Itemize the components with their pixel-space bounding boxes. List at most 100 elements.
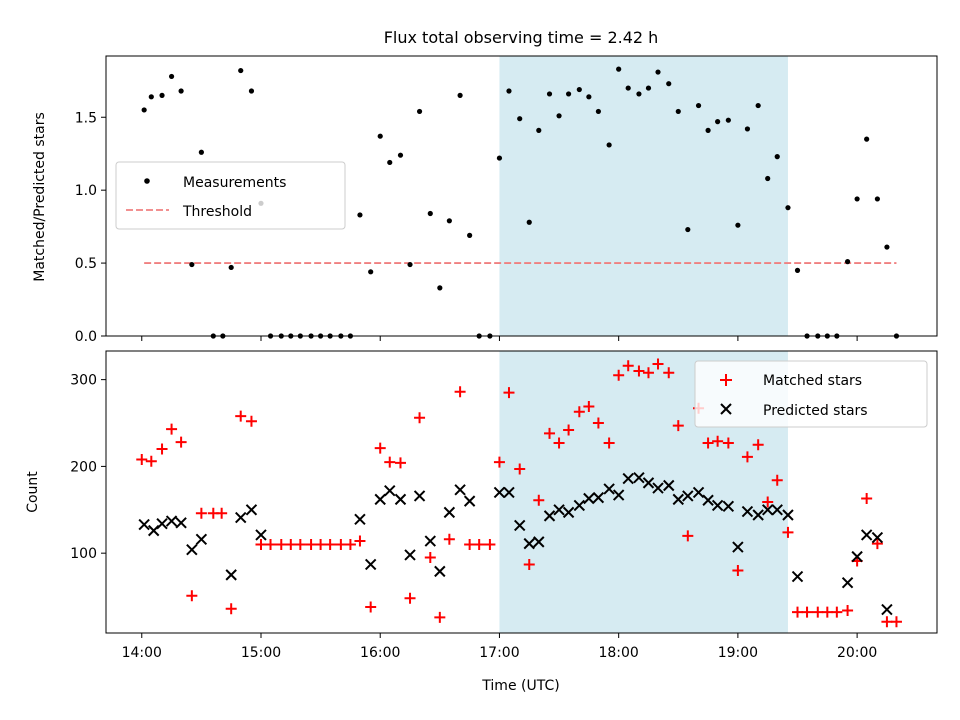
matched-point xyxy=(484,538,496,550)
matched-point xyxy=(265,538,277,550)
matched-point xyxy=(533,494,545,506)
predicted-point xyxy=(523,537,535,550)
matched-point xyxy=(821,606,833,618)
measurement-point xyxy=(794,267,801,273)
measurement-point xyxy=(636,91,642,97)
bottom-x-ticks: 14:00 15:00 16:00 17:00 18:00 19:00 20:00 xyxy=(122,633,877,661)
measurement-point xyxy=(576,86,582,93)
matched-point xyxy=(573,406,585,418)
measurement-point xyxy=(616,66,622,72)
predicted-point xyxy=(443,506,456,519)
predicted-point xyxy=(841,576,854,589)
measurement-point xyxy=(595,108,602,115)
top-x-ticks xyxy=(141,336,858,341)
measurement-point xyxy=(854,196,860,202)
measurement-point xyxy=(446,218,452,224)
predicted-point xyxy=(881,603,893,616)
matched-point xyxy=(394,457,406,469)
predicted-point xyxy=(175,517,187,529)
matched-point xyxy=(732,565,744,577)
y-tick-label: 1.0 xyxy=(75,183,97,199)
matched-point xyxy=(871,538,883,550)
matched-point xyxy=(424,552,436,564)
predicted-point xyxy=(732,541,744,553)
matched-point xyxy=(186,590,198,602)
matched-point xyxy=(682,530,694,542)
bottom-legend: Matched stars Predicted stars xyxy=(694,360,928,428)
measurement-point xyxy=(765,175,771,182)
measurement-point xyxy=(735,222,741,228)
matched-point xyxy=(563,424,575,436)
predicted-point xyxy=(583,492,595,505)
matched-point xyxy=(702,437,714,449)
measurement-point xyxy=(695,102,702,109)
predicted-point xyxy=(562,506,575,519)
measurement-point xyxy=(666,81,672,87)
predicted-point xyxy=(186,543,198,556)
predicted-point xyxy=(573,499,586,512)
matched-point xyxy=(603,437,615,449)
y-tick-label: 1.5 xyxy=(75,110,97,126)
measurement-point xyxy=(744,126,751,132)
predicted-point xyxy=(364,558,377,571)
measurement-point xyxy=(517,116,523,122)
matched-point xyxy=(722,437,734,449)
matched-point xyxy=(642,367,654,379)
bottom-y-axis-label: Count xyxy=(25,471,41,513)
predicted-point xyxy=(156,517,168,530)
measurement-point xyxy=(526,219,532,225)
measurement-point xyxy=(755,102,761,109)
predicted-point xyxy=(592,491,605,504)
matched-stars-points xyxy=(136,358,902,628)
matched-point xyxy=(166,423,178,435)
predicted-point xyxy=(871,531,884,544)
matched-point xyxy=(315,538,327,550)
matched-point xyxy=(195,507,207,519)
matched-point xyxy=(544,427,556,439)
matched-point xyxy=(801,606,813,618)
predicted-point xyxy=(543,510,556,522)
matched-point xyxy=(592,417,604,429)
measurement-point xyxy=(884,244,890,250)
chart-title: Flux total observing time = 2.42 h xyxy=(384,28,659,47)
predicted-point xyxy=(553,504,565,516)
matched-point xyxy=(831,606,843,618)
measurement-point xyxy=(675,108,681,115)
matched-point xyxy=(285,538,297,550)
measurement-point xyxy=(864,136,870,142)
predicted-point xyxy=(533,536,545,548)
predicted-point xyxy=(652,482,664,494)
matched-point xyxy=(354,535,366,547)
measurement-point xyxy=(586,94,592,100)
matched-point xyxy=(175,436,187,448)
predicted-point xyxy=(394,493,407,506)
matched-point xyxy=(752,439,764,451)
measurement-point xyxy=(357,212,363,218)
predicted-point xyxy=(374,493,386,506)
matched-point xyxy=(464,538,476,550)
measurement-point xyxy=(645,85,652,91)
y-tick-label: 0.5 xyxy=(75,256,97,272)
top-y-axis-label: Matched/Predicted stars xyxy=(32,112,48,282)
measurement-point xyxy=(715,119,721,125)
legend-matched-marker xyxy=(720,374,732,386)
measurement-point xyxy=(496,155,503,161)
measurement-point xyxy=(198,149,204,155)
matched-point xyxy=(374,442,386,454)
matched-point xyxy=(553,437,565,449)
measurement-point xyxy=(248,88,255,94)
predicted-point xyxy=(851,550,863,563)
measurement-point xyxy=(387,159,393,166)
matched-point xyxy=(881,616,893,628)
legend-threshold-label: Threshold xyxy=(182,204,252,220)
matched-point xyxy=(514,463,526,475)
matched-point xyxy=(225,603,237,615)
measurement-point xyxy=(705,127,711,133)
matched-point xyxy=(255,538,267,550)
matched-point xyxy=(890,616,902,628)
measurement-point xyxy=(159,92,165,98)
matched-point xyxy=(335,538,347,550)
legend-measurements-label: Measurements xyxy=(183,175,286,191)
x-tick-label: 16:00 xyxy=(360,645,400,661)
